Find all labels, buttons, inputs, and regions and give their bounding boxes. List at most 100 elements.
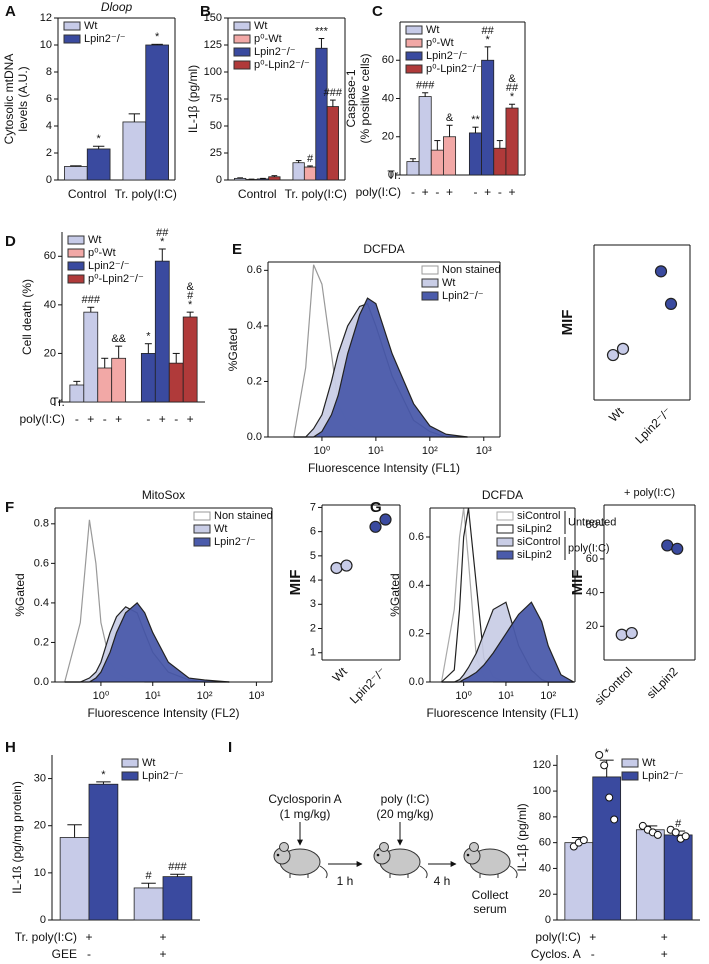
bar xyxy=(663,834,693,921)
data-point xyxy=(615,628,628,641)
mouse xyxy=(273,842,328,879)
time-label: 1 h xyxy=(337,874,354,888)
y-tick-label: 80 xyxy=(539,811,551,823)
legend-swatch xyxy=(63,21,81,31)
legend-swatch xyxy=(193,524,211,534)
annotation: * xyxy=(101,769,106,781)
y-tick-label: 10 xyxy=(34,867,46,879)
annotation: * xyxy=(146,331,151,343)
bar xyxy=(140,353,156,403)
bar xyxy=(635,829,665,921)
y-tick-label: 0 xyxy=(216,174,222,186)
data-point xyxy=(654,265,668,278)
x-axis-label: Fluorescence Intensity (FL2) xyxy=(87,706,239,720)
annotation: # xyxy=(146,870,153,882)
x-tick-label: 10¹ xyxy=(498,690,514,702)
y-tick-label: 20 xyxy=(586,620,598,632)
legend-swatch xyxy=(233,34,251,44)
legend-swatch xyxy=(67,274,85,284)
annotation: & xyxy=(186,281,194,293)
legend-label: Lpin2⁻/⁻ xyxy=(88,260,130,272)
annotation: * xyxy=(160,236,165,248)
annotation: * xyxy=(605,747,610,759)
legend-swatch xyxy=(233,21,251,31)
y-axis-label: IL-1β (pg/ml) xyxy=(186,65,200,133)
bar xyxy=(154,260,170,403)
end-label: Collect xyxy=(472,888,509,902)
y-tick-label: 20 xyxy=(44,347,56,359)
y-axis-label: %Gated xyxy=(388,573,402,616)
mouse xyxy=(463,842,518,879)
x-sign: - xyxy=(103,412,107,426)
y-tick-label: 0.4 xyxy=(34,597,49,609)
y-axis-label: MIF xyxy=(559,310,576,336)
x-sign: - xyxy=(435,185,439,199)
legend-swatch xyxy=(63,34,81,44)
legend-label: p⁰-Wt xyxy=(426,37,454,49)
y-tick-label: 0 xyxy=(388,169,394,181)
bar xyxy=(97,367,113,403)
y-tick-label: 4 xyxy=(46,120,52,132)
end-label: serum xyxy=(473,902,506,916)
x-tick-label: siControl xyxy=(592,664,635,707)
bar xyxy=(418,96,432,176)
x-tick-label: 10² xyxy=(422,445,438,457)
y-tick-label: 0.6 xyxy=(34,557,49,569)
legend-swatch xyxy=(193,511,211,521)
x-sign: - xyxy=(473,185,477,199)
annotation: & xyxy=(508,73,516,85)
bar xyxy=(493,147,507,176)
data-point xyxy=(600,761,609,770)
x-tick-label: Wt xyxy=(606,404,627,425)
area-fill xyxy=(441,602,574,682)
x-tick-label: Lpin2⁻/⁻ xyxy=(347,664,389,706)
x-sign: - xyxy=(75,412,79,426)
y-tick-label: 2 xyxy=(46,147,52,159)
legend-label: Lpin2⁻/⁻ xyxy=(642,770,684,782)
x-tick-label: Lpin2⁻/⁻ xyxy=(632,404,674,446)
x-tick-label: Tr. poly(I:C) xyxy=(115,187,177,201)
bar xyxy=(83,311,99,403)
bar xyxy=(315,47,328,181)
y-tick-label: 0.4 xyxy=(409,579,424,591)
protocol-diagram: Cyclosporin A (1 mg/kg) poly (I:C) (20 m… xyxy=(268,792,518,916)
x-row-label: poly(I:C) xyxy=(356,185,401,199)
panel-letter: F xyxy=(5,499,14,516)
legend-swatch xyxy=(496,511,514,521)
x-tick-label: 10² xyxy=(197,690,213,702)
x-axis-label: Fluorescence Intensity (FL1) xyxy=(426,706,578,720)
y-tick-label: 50 xyxy=(210,120,222,132)
legend-swatch xyxy=(233,47,251,57)
data-point xyxy=(681,832,690,841)
legend-label: Non stained xyxy=(214,510,273,522)
x-sign: + xyxy=(661,947,668,961)
legend-swatch xyxy=(405,51,423,61)
legend-label: siControl xyxy=(517,536,560,548)
data-point xyxy=(379,513,392,526)
x-sign: - xyxy=(146,412,150,426)
y-axis-label: IL-1ß (pg/mg protein) xyxy=(10,781,24,894)
legend-label: Wt xyxy=(426,24,439,36)
x-sign: + xyxy=(446,185,453,199)
y-tick-label: 30 xyxy=(34,772,46,784)
y-tick-label: 20 xyxy=(382,131,394,143)
bar xyxy=(481,59,495,176)
mouse xyxy=(373,842,428,879)
legend-swatch xyxy=(621,771,639,781)
y-tick-label: 0.4 xyxy=(247,320,262,332)
x-sign: + xyxy=(589,930,596,944)
data-point xyxy=(595,751,604,759)
x-row-label: Tr. xyxy=(387,168,401,182)
annotation: && xyxy=(111,333,126,345)
y-tick-label: 60 xyxy=(539,837,551,849)
data-point xyxy=(330,561,343,575)
annotation: * xyxy=(510,91,515,103)
bar xyxy=(111,357,127,403)
legend-swatch xyxy=(405,64,423,74)
legend-swatch xyxy=(421,291,439,301)
annotation: # xyxy=(187,290,194,302)
annotation: ## xyxy=(506,82,519,94)
data-point xyxy=(616,342,630,355)
bar xyxy=(162,876,193,921)
